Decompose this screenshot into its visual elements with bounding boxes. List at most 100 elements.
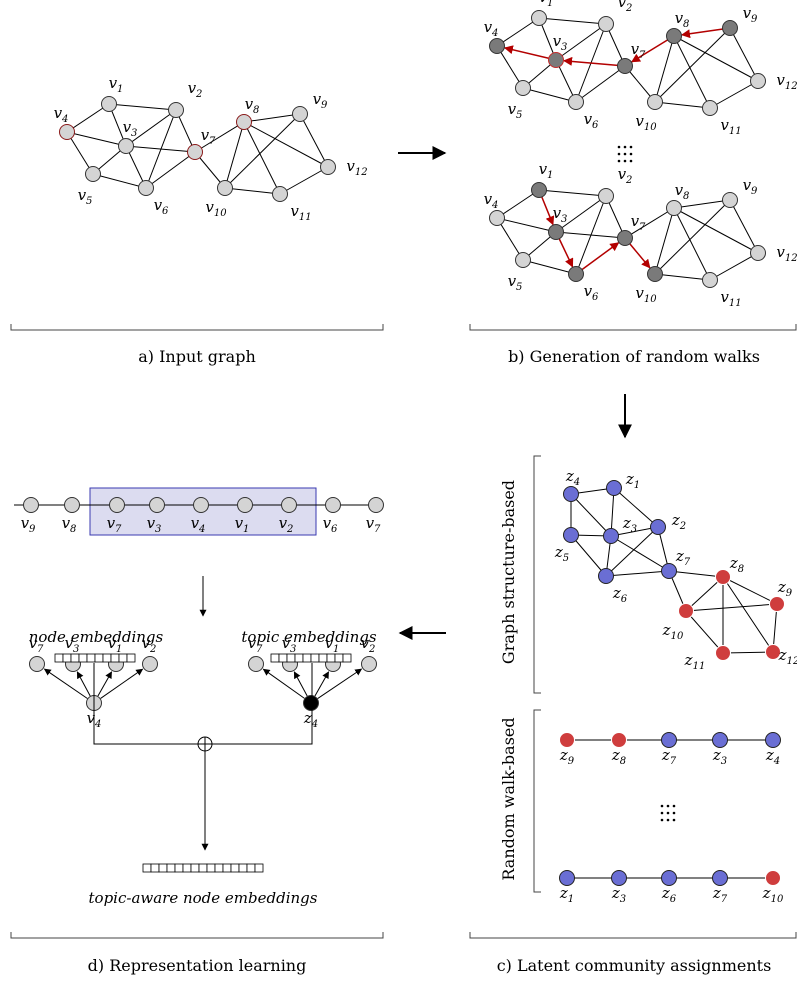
graph-node	[722, 20, 738, 36]
graph-edge	[605, 526, 659, 577]
node-label: v6	[584, 282, 599, 303]
node-label: v1	[539, 160, 554, 181]
graph-edge	[145, 151, 196, 189]
graph-node	[272, 186, 288, 202]
embedding-arrow	[97, 671, 113, 697]
graph-edge	[685, 610, 724, 654]
node-label: v12	[346, 157, 367, 178]
vector-cell	[198, 863, 208, 873]
graph-edge	[709, 252, 759, 281]
bracket-c-walk	[533, 709, 541, 893]
node-label: v1	[539, 0, 554, 9]
community-node	[661, 563, 677, 579]
community-node	[563, 486, 579, 502]
graph-edge	[243, 121, 329, 168]
bracket-d	[10, 932, 384, 939]
node-label: v7	[631, 212, 646, 233]
graph-node	[548, 52, 564, 68]
graph-edge	[224, 187, 281, 195]
topic-embeddings-label: topic embeddings	[241, 628, 376, 646]
graph-edge	[496, 189, 540, 219]
walk-node	[559, 870, 575, 886]
graph-node	[59, 124, 75, 140]
seq-node-label: v8	[62, 514, 77, 535]
graph-edge	[605, 570, 670, 577]
caption-c: c) Latent community assignments	[497, 956, 772, 975]
graph-edge	[66, 103, 110, 133]
node-label: v8	[675, 9, 690, 30]
node-label: v8	[245, 95, 260, 116]
walk-based-title: Random walk-based	[499, 717, 518, 880]
node-label: v3	[553, 32, 568, 53]
node-label: v12	[776, 71, 797, 92]
graph-node	[750, 73, 766, 89]
graph-edge	[613, 487, 659, 528]
graph-edge	[125, 145, 196, 153]
walk-node-label: z3	[611, 884, 626, 905]
ellipsis-c	[660, 804, 676, 822]
context-node	[361, 656, 377, 672]
node-label: z12	[778, 646, 797, 667]
vector-cell	[270, 653, 280, 663]
community-node	[715, 645, 731, 661]
walk-node	[765, 732, 781, 748]
walk-node-label: z7	[712, 884, 728, 905]
node-label: v10	[635, 284, 657, 305]
vector-cell	[278, 653, 288, 663]
node-label: v4	[484, 190, 499, 211]
graph-edge	[654, 199, 731, 275]
graph-node	[118, 138, 134, 154]
community-node	[598, 568, 614, 584]
node-label: v5	[78, 186, 93, 207]
vector-cell	[342, 653, 352, 663]
context-node	[248, 656, 264, 672]
graph-edge	[709, 80, 759, 109]
seq-node	[193, 497, 209, 513]
node-label: z9	[777, 578, 793, 599]
bracket-b	[469, 324, 797, 331]
caption-b: b) Generation of random walks	[508, 347, 760, 366]
graph-edge	[496, 17, 540, 47]
graph-node	[138, 180, 154, 196]
graph-edge	[685, 603, 778, 612]
walk-node-label: z7	[661, 746, 677, 767]
node-label: v11	[290, 202, 311, 223]
node-label: v11	[720, 116, 741, 137]
vector-cell	[230, 863, 240, 873]
node-label: v10	[205, 198, 227, 219]
node-label: v7	[201, 126, 216, 147]
vector-cell	[118, 653, 128, 663]
seq-node	[281, 497, 297, 513]
graph-edge	[610, 535, 670, 572]
graph-edge	[722, 576, 774, 653]
graph-node	[531, 182, 547, 198]
node-label: z1	[625, 470, 640, 491]
graph-node	[647, 94, 663, 110]
seq-node	[237, 497, 253, 513]
random-walk-graph-1: v4 v1 v2 v3 v5 v6 v7 v8 v9 v10 v11 v12	[484, 0, 797, 137]
walk-node	[611, 732, 627, 748]
graph-edge	[66, 131, 127, 147]
vector-cell	[174, 863, 184, 873]
graph-edge	[538, 17, 607, 25]
graph-edge	[108, 103, 177, 111]
node-label: v9	[743, 176, 758, 197]
bracket-a	[10, 324, 384, 331]
graph-edge	[496, 45, 524, 89]
graph-node	[320, 159, 336, 175]
graph-edge	[555, 231, 626, 239]
graph-edge	[685, 576, 724, 612]
seq-node	[325, 497, 341, 513]
graph-edge	[570, 493, 612, 537]
node-label: v12	[776, 243, 797, 264]
graph-node	[617, 58, 633, 74]
graph-edge	[575, 65, 626, 103]
graph-node	[702, 272, 718, 288]
graph-edge	[555, 23, 607, 61]
node-label: v8	[675, 181, 690, 202]
node-label: v11	[720, 288, 741, 309]
graph-edge	[279, 166, 329, 195]
graph-node	[168, 102, 184, 118]
